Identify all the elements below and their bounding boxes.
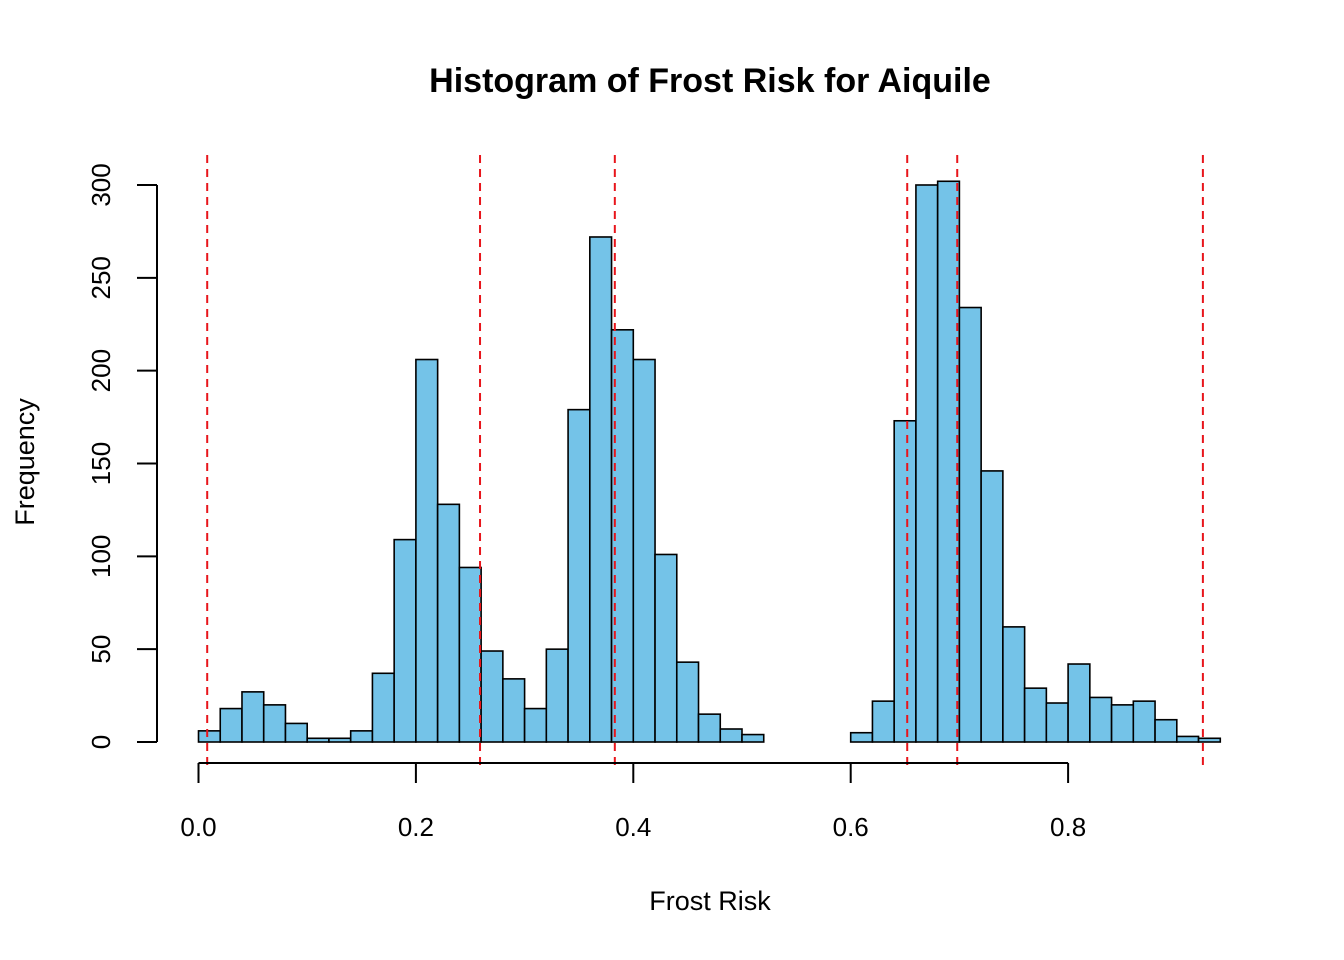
histogram-bar [415, 358, 439, 743]
histogram-bar [523, 707, 548, 743]
histogram-bar [349, 730, 374, 743]
y-tick-label: 250 [86, 256, 116, 299]
histogram-bar [393, 538, 417, 743]
histogram-bar [654, 553, 678, 743]
histogram-bar [502, 678, 526, 743]
histogram-bar [632, 358, 656, 743]
histogram-bar [545, 648, 569, 743]
histogram-bar [1197, 737, 1222, 743]
y-tick-label: 150 [86, 442, 116, 485]
histogram-bar [241, 691, 265, 743]
histogram-bar [480, 650, 504, 743]
histogram-bar [262, 704, 287, 743]
histogram-bar [741, 733, 765, 743]
histogram-bar [980, 470, 1004, 743]
histogram-bar [1110, 704, 1135, 743]
histogram-bar [328, 737, 352, 743]
x-tick-label: 0.8 [1050, 812, 1086, 842]
histogram-bar [1132, 700, 1156, 743]
histogram-bar [1002, 626, 1026, 743]
histogram-bar [567, 408, 591, 743]
histogram-bar [936, 180, 961, 743]
histogram-bar [1023, 687, 1048, 743]
histogram-bar [893, 419, 917, 743]
y-tick-label: 200 [86, 349, 116, 392]
x-tick-label: 0.0 [180, 812, 216, 842]
histogram-bar [371, 672, 395, 743]
histogram-bar [1067, 663, 1091, 743]
x-tick-label: 0.2 [398, 812, 434, 842]
histogram-bar [697, 713, 722, 743]
histogram-bar [284, 722, 308, 743]
y-tick-label: 300 [86, 163, 116, 206]
histogram-bar [306, 737, 330, 743]
histogram-bar [849, 731, 874, 743]
histogram-bar [915, 184, 939, 743]
y-axis: 0 50 100 150 200 250 300 [86, 163, 158, 749]
y-tick-label: 0 [86, 735, 116, 749]
histogram-bar [1176, 735, 1200, 743]
histogram-bar [1045, 702, 1069, 743]
histogram-bar [1154, 718, 1178, 743]
y-tick-label: 100 [86, 535, 116, 578]
x-axis: 0.0 0.2 0.4 0.6 0.8 [180, 762, 1086, 842]
histogram-bar [436, 503, 461, 743]
histogram-bar [871, 700, 895, 743]
histogram-bar [958, 306, 982, 743]
histogram-bar [675, 661, 700, 743]
histogram-bar [719, 728, 743, 743]
histogram-bar [589, 236, 613, 743]
histogram-bar [458, 566, 482, 743]
y-axis-label: Frequency [10, 398, 40, 526]
y-tick-label: 50 [86, 635, 116, 664]
bars-group [197, 180, 1222, 743]
x-tick-label: 0.4 [615, 812, 651, 842]
histogram-bar [1089, 696, 1113, 743]
chart-title: Histogram of Frost Risk for Aiquile [429, 62, 991, 100]
histogram-bar [219, 707, 243, 743]
x-tick-label: 0.6 [833, 812, 869, 842]
x-axis-label: Frost Risk [649, 886, 771, 916]
histogram-bar [197, 730, 222, 743]
reference-lines-group [206, 155, 1204, 765]
